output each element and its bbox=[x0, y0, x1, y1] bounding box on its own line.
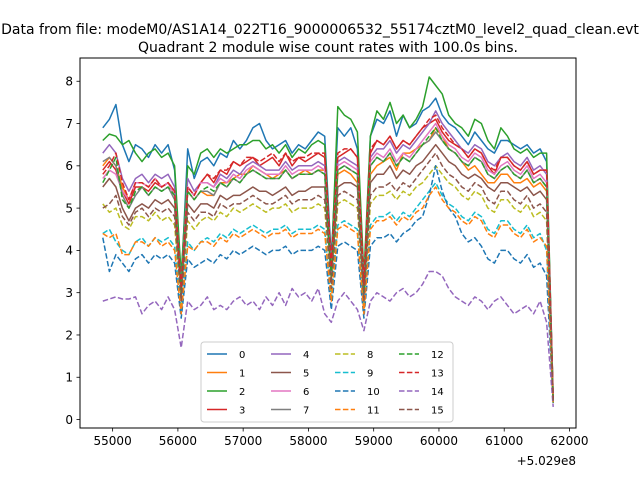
series-line-15 bbox=[102, 152, 554, 403]
x-axis-offset-label: +5.029e8 bbox=[517, 454, 576, 468]
y-tick-label: 3 bbox=[65, 286, 73, 300]
x-tick-label: 60000 bbox=[420, 434, 458, 448]
chart-title: Quadrant 2 module wise count rates with … bbox=[138, 40, 518, 56]
legend-label-13: 13 bbox=[431, 369, 444, 380]
legend-label-12: 12 bbox=[431, 350, 444, 361]
x-tick-label: 59000 bbox=[355, 434, 393, 448]
legend-label-11: 11 bbox=[367, 406, 380, 417]
series-line-14 bbox=[102, 270, 554, 407]
y-tick-label: 2 bbox=[65, 328, 73, 342]
figure-suptitle: Data from file: modeM0/AS1A14_022T16_900… bbox=[1, 22, 639, 38]
legend-label-2: 2 bbox=[239, 387, 245, 398]
x-tick-label: 57000 bbox=[224, 434, 262, 448]
legend-label-1: 1 bbox=[239, 369, 245, 380]
y-tick-label: 1 bbox=[65, 371, 73, 385]
x-tick-label: 55000 bbox=[94, 434, 132, 448]
series-line-12 bbox=[102, 127, 554, 403]
y-tick-label: 8 bbox=[65, 75, 73, 89]
legend-label-4: 4 bbox=[303, 350, 309, 361]
x-tick-label: 62000 bbox=[550, 434, 588, 448]
y-axis: 0 1 2 3 4 5 6 7 8 bbox=[65, 75, 80, 427]
x-axis: 55000 56000 57000 58000 59000 60000 61000 62000 bbox=[94, 428, 589, 448]
legend-label-5: 5 bbox=[303, 369, 309, 380]
series-line-11 bbox=[102, 186, 554, 403]
x-tick-label: 58000 bbox=[289, 434, 327, 448]
plot-area bbox=[102, 76, 554, 407]
legend-label-7: 7 bbox=[303, 406, 309, 417]
series-line-10 bbox=[102, 165, 554, 403]
legend-label-15: 15 bbox=[431, 406, 444, 417]
y-tick-label: 4 bbox=[65, 244, 73, 258]
legend-box bbox=[200, 341, 454, 423]
y-tick-label: 5 bbox=[65, 201, 73, 215]
x-tick-label: 56000 bbox=[159, 434, 197, 448]
legend-label-14: 14 bbox=[431, 387, 444, 398]
axes-frame bbox=[79, 57, 577, 429]
series-line-13 bbox=[102, 114, 554, 399]
x-tick-label: 61000 bbox=[485, 434, 523, 448]
legend-label-9: 9 bbox=[367, 369, 373, 380]
legend-label-0: 0 bbox=[239, 350, 245, 361]
legend-label-10: 10 bbox=[367, 387, 380, 398]
y-tick-label: 0 bbox=[65, 413, 73, 427]
y-tick-label: 6 bbox=[65, 159, 73, 173]
legend-label-6: 6 bbox=[303, 387, 309, 398]
legend-label-8: 8 bbox=[367, 350, 373, 361]
y-tick-label: 7 bbox=[65, 117, 73, 131]
legend-label-3: 3 bbox=[239, 406, 245, 417]
